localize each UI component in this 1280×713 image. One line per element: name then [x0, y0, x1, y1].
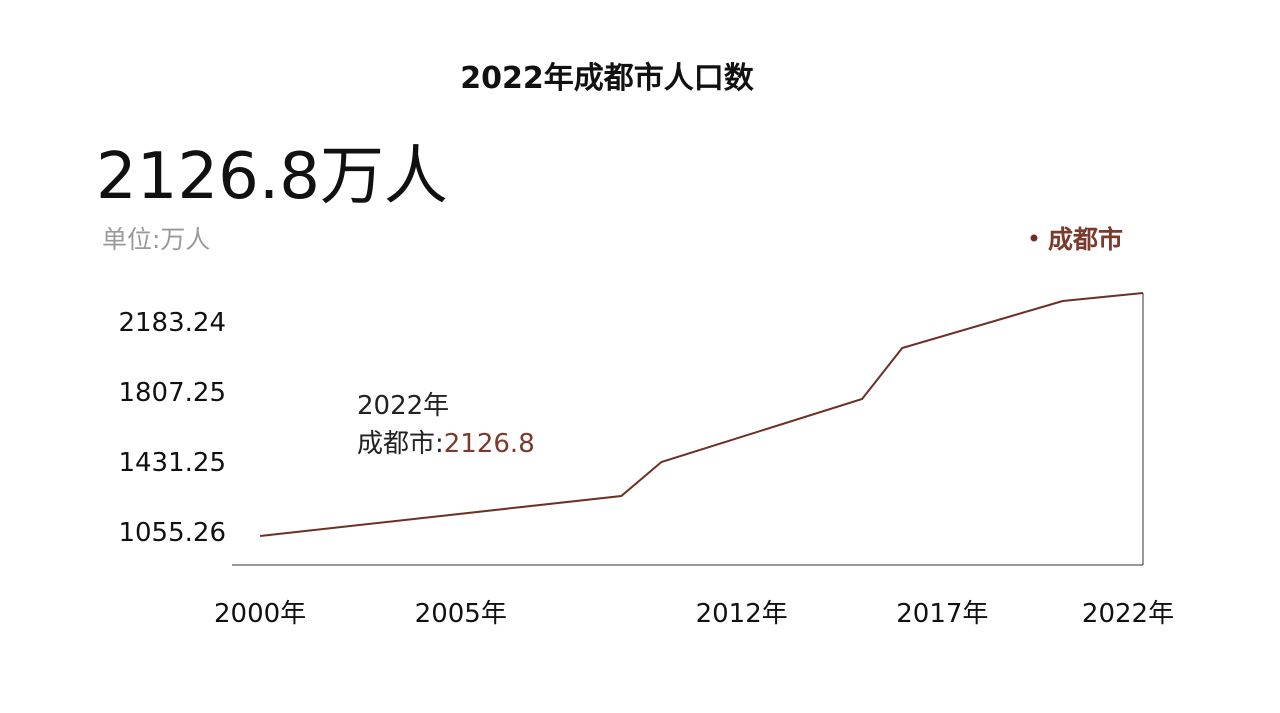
- x-tick-label: 2017年: [896, 599, 988, 629]
- series-line: [259, 292, 1144, 537]
- unit-label: 单位:万人: [102, 225, 210, 254]
- x-tick-label: 2012年: [696, 599, 788, 629]
- y-tick-label: 1055.26: [118, 518, 226, 548]
- chart-title: 2022年成都市人口数: [460, 61, 754, 96]
- legend-label: 成都市: [1048, 225, 1123, 254]
- x-tick-label: 2005年: [415, 599, 507, 629]
- y-tick-label: 2183.24: [118, 308, 226, 338]
- annotation-label-text: 成都市:: [357, 429, 444, 459]
- annotation-value: 2126.8: [444, 429, 535, 459]
- y-tick-label: 1431.25: [118, 448, 226, 478]
- headline: 2126.8万人: [96, 140, 448, 214]
- y-tick-label: 1807.25: [118, 378, 226, 408]
- x-tick-label: 2022年: [1082, 599, 1174, 629]
- annotation-label: 成都市:2126.8: [357, 429, 535, 459]
- legend-marker: [1030, 234, 1038, 242]
- x-tick-label: 2000年: [214, 599, 306, 629]
- annotation-year: 2022年: [357, 391, 449, 421]
